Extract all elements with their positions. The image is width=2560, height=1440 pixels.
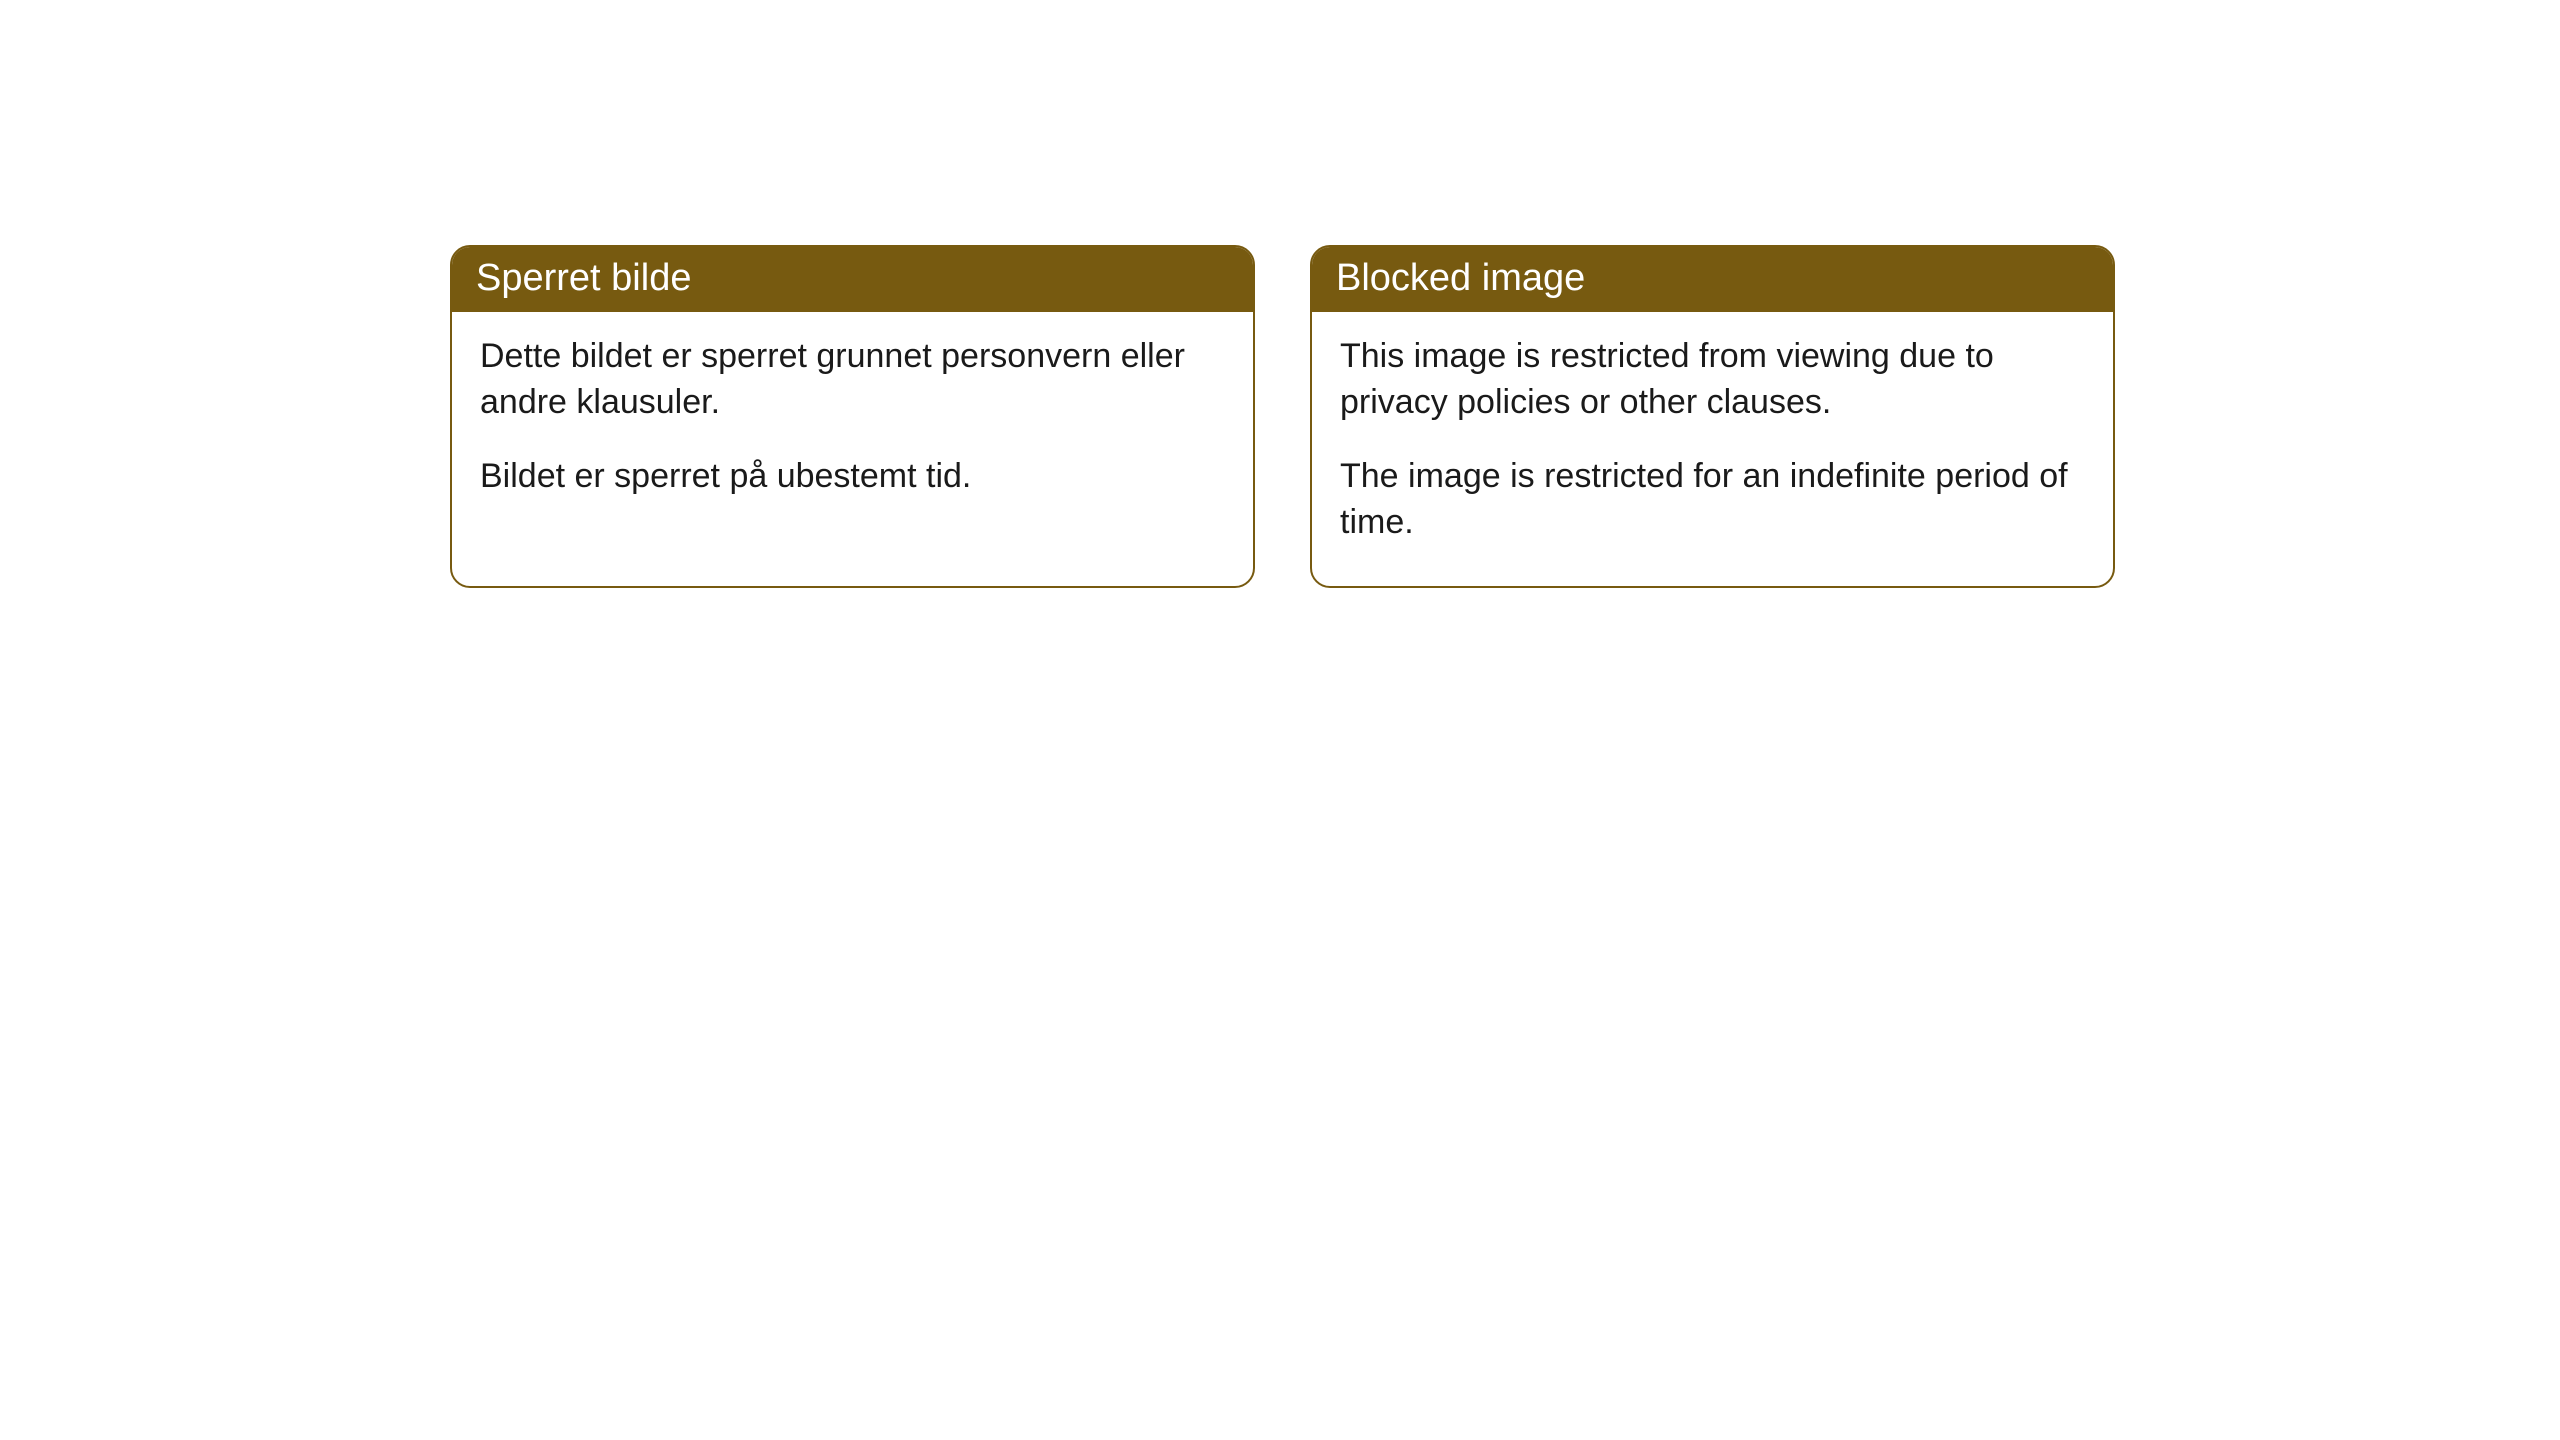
notice-cards-container: Sperret bilde Dette bildet er sperret gr…	[450, 245, 2115, 588]
blocked-image-card-english: Blocked image This image is restricted f…	[1310, 245, 2115, 588]
card-paragraph-1: This image is restricted from viewing du…	[1340, 334, 2085, 426]
card-paragraph-2: The image is restricted for an indefinit…	[1340, 454, 2085, 546]
card-title: Sperret bilde	[476, 257, 691, 299]
card-paragraph-2: Bildet er sperret på ubestemt tid.	[480, 454, 1225, 500]
card-body: This image is restricted from viewing du…	[1312, 312, 2113, 586]
card-header: Sperret bilde	[452, 247, 1253, 312]
blocked-image-card-norwegian: Sperret bilde Dette bildet er sperret gr…	[450, 245, 1255, 588]
card-title: Blocked image	[1336, 257, 1585, 299]
card-paragraph-1: Dette bildet er sperret grunnet personve…	[480, 334, 1225, 426]
card-header: Blocked image	[1312, 247, 2113, 312]
card-body: Dette bildet er sperret grunnet personve…	[452, 312, 1253, 540]
